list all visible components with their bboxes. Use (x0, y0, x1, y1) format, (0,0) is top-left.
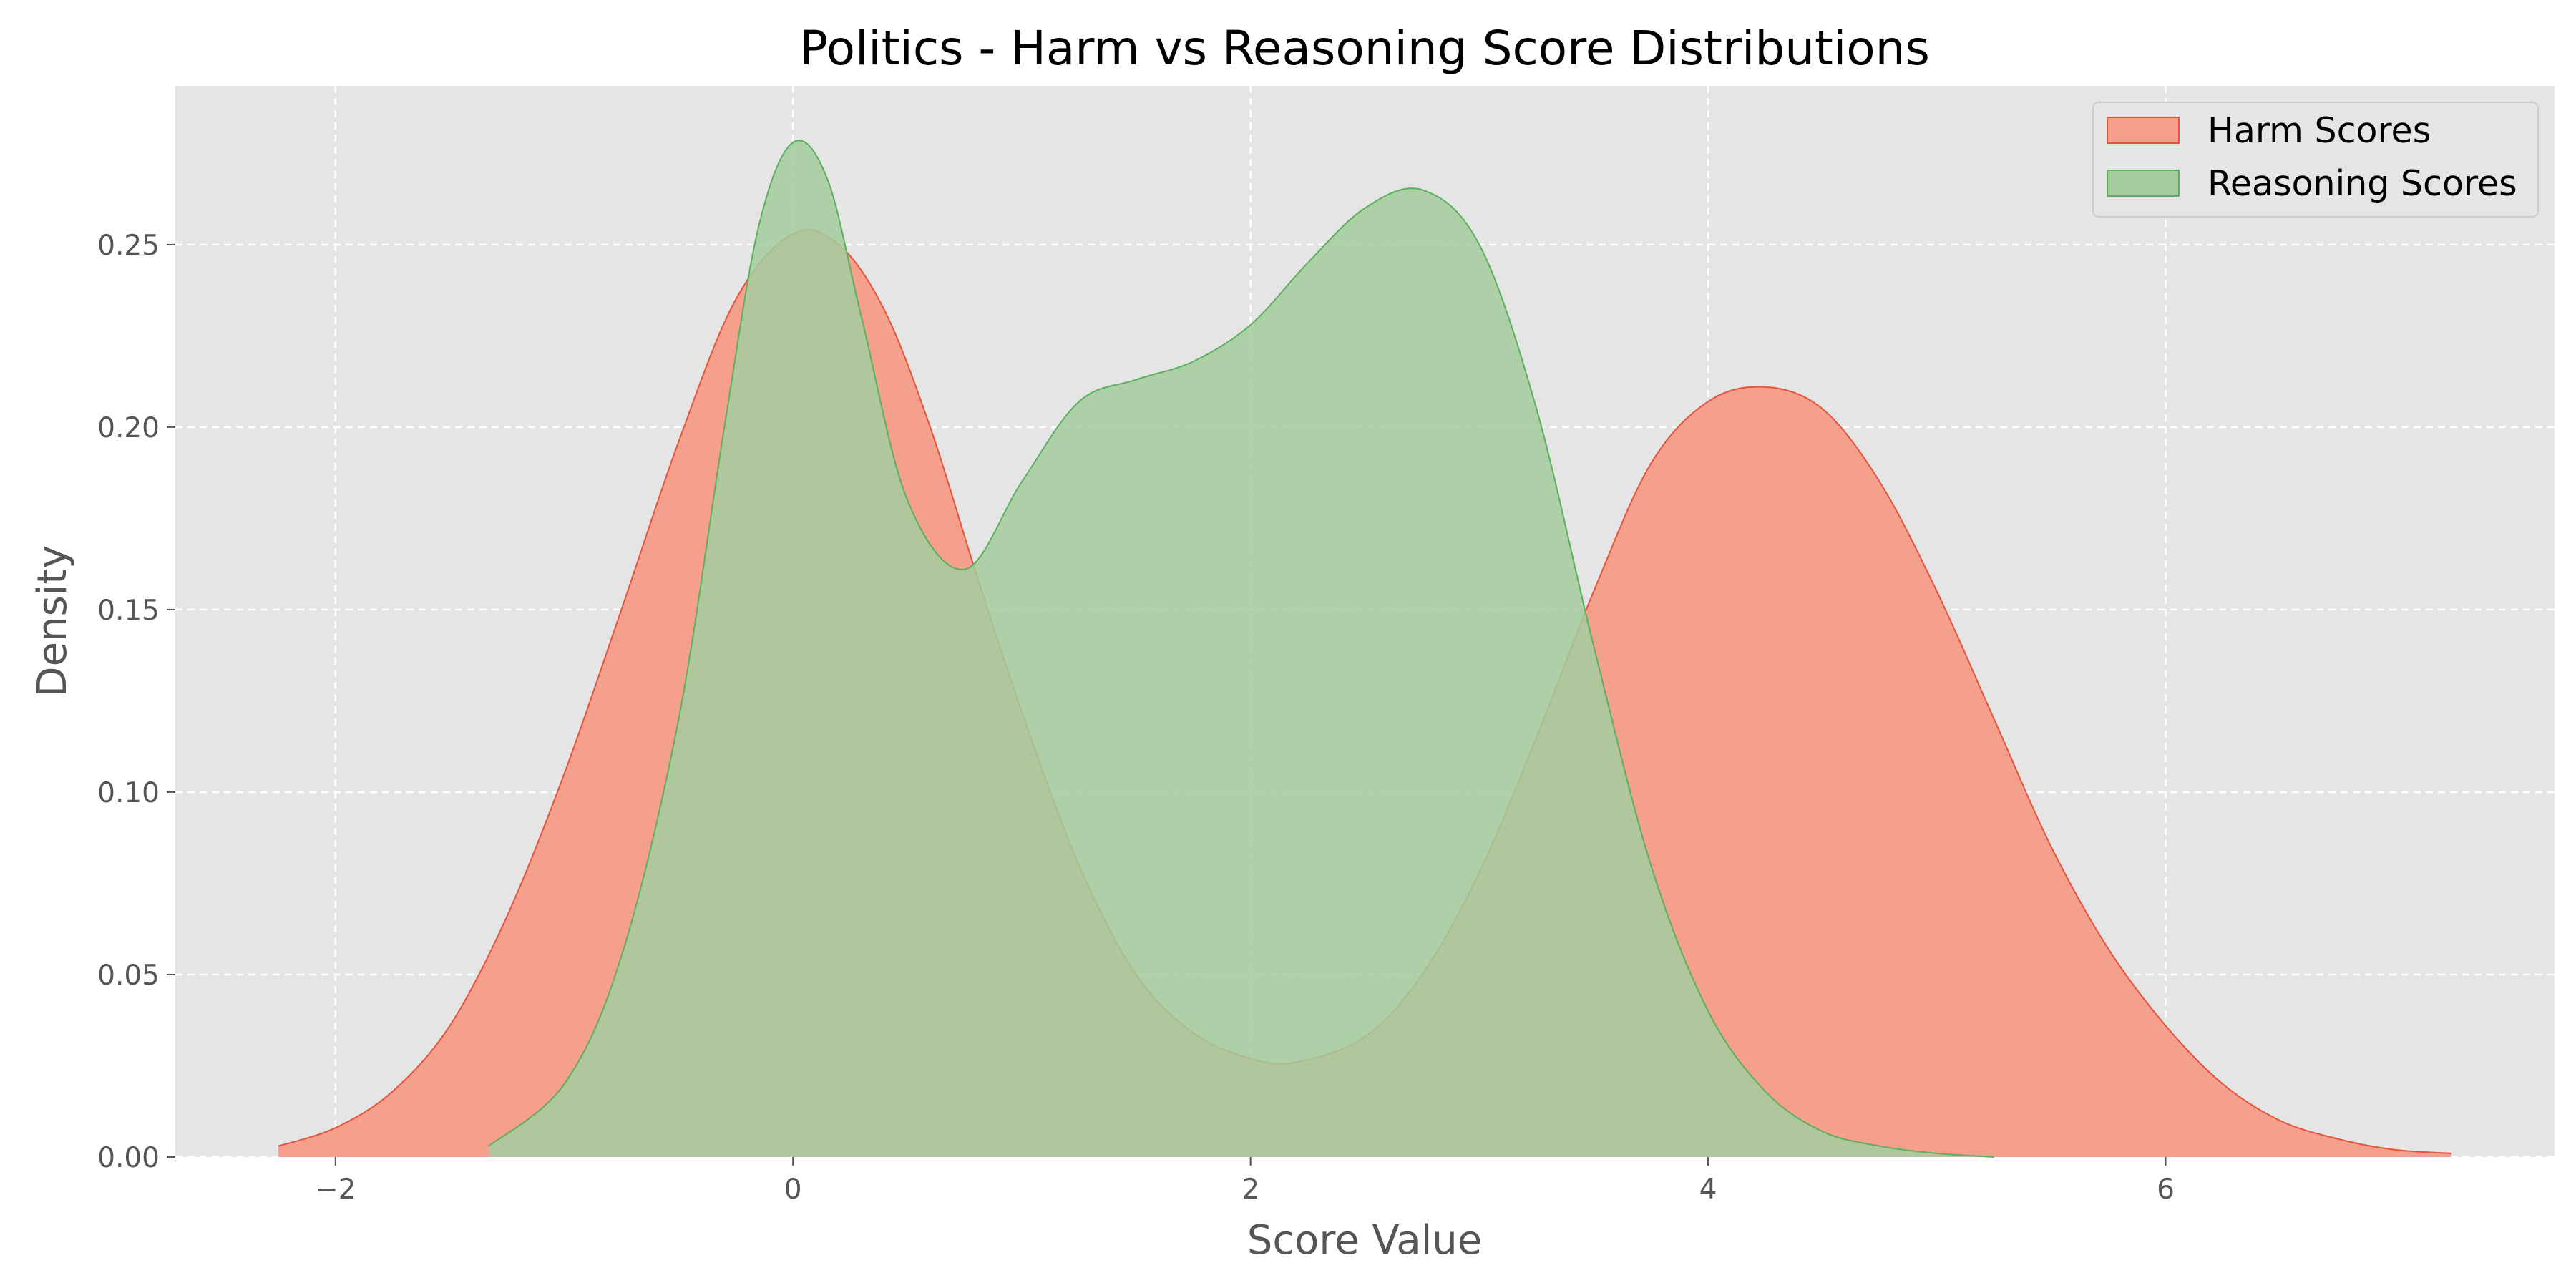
chart-title: Politics - Harm vs Reasoning Score Distr… (799, 21, 1930, 76)
line-reasoning-scores (488, 140, 1994, 1158)
area-reasoning-scores (489, 140, 1994, 1157)
x-axis-label: Score Value (1247, 1217, 1482, 1264)
legend-label-harm: Harm Scores (2207, 110, 2431, 151)
legend-swatch-harm (2107, 117, 2180, 144)
y-axis-label: Density (29, 545, 76, 698)
series-areas (278, 140, 2452, 1158)
x-axis-ticks: −2 0 2 4 6 (315, 1157, 2175, 1206)
x-tick-label: 4 (1699, 1174, 1717, 1206)
y-tick-label: 0.05 (97, 960, 160, 992)
legend-label-reasoning: Reasoning Scores (2207, 163, 2517, 204)
legend: Harm Scores Reasoning Scores (2092, 102, 2539, 218)
y-tick-label: 0.20 (97, 412, 160, 444)
y-tick-label: 0.00 (97, 1142, 160, 1174)
y-axis-ticks: 0.00 0.05 0.10 0.15 0.20 0.25 (97, 230, 175, 1174)
x-tick-label: 2 (1241, 1174, 1259, 1206)
y-tick-label: 0.10 (97, 777, 160, 809)
x-tick-label: 0 (784, 1174, 802, 1206)
legend-frame (2092, 102, 2539, 218)
x-tick-label: −2 (315, 1174, 356, 1206)
y-tick-label: 0.25 (97, 230, 160, 262)
legend-swatch-reasoning (2107, 170, 2180, 197)
x-tick-label: 6 (2157, 1174, 2175, 1206)
y-tick-label: 0.15 (97, 595, 160, 627)
